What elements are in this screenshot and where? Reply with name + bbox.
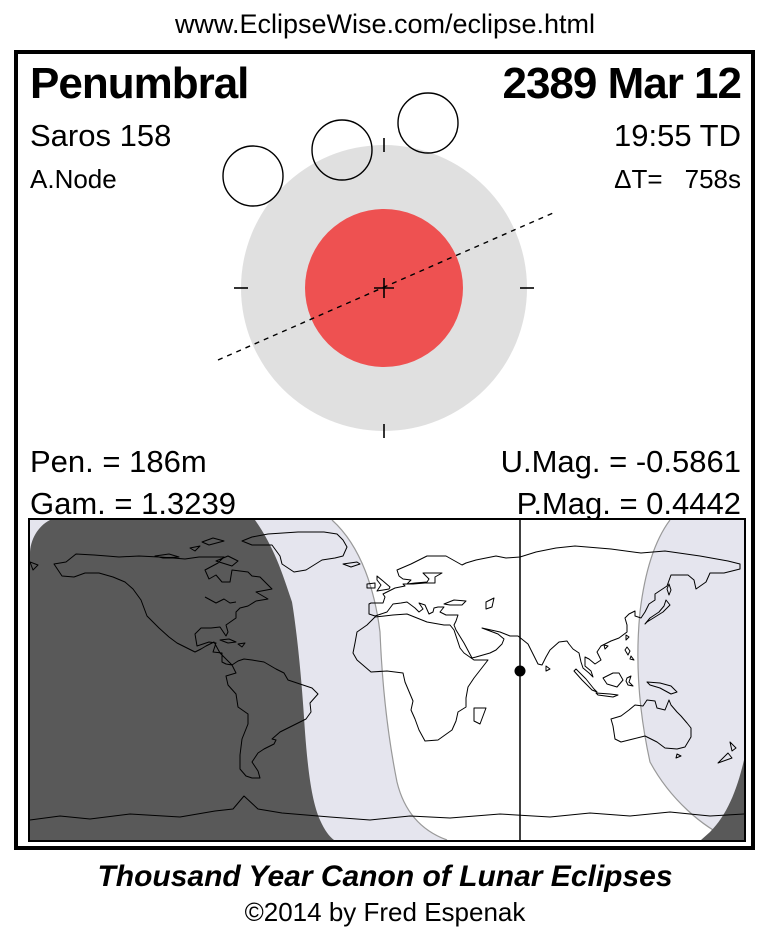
sub-lunar-point-dot: [514, 665, 526, 677]
map-zone-boundary-west: [331, 519, 448, 841]
visibility-map-svg: [29, 519, 745, 841]
site-url: www.EclipseWise.com/eclipse.html: [174, 9, 596, 39]
coastline-oceania: [573, 583, 737, 764]
copyright-credit: ©2014 by Fred Espenak: [244, 897, 526, 927]
map-zone-boundary-east: [637, 519, 733, 841]
coastline-lakes-seas: [204, 596, 495, 610]
visibility-map: [28, 518, 746, 842]
moon-circle-first-contact: [222, 145, 284, 207]
moon-circle-greatest: [311, 119, 373, 181]
coastline-antarctica: [29, 795, 745, 821]
penumbral-magnitude-stat: P.Mag. = 0.4442: [516, 486, 741, 521]
cardinal-tick-marks: [234, 138, 534, 438]
canon-title: Thousand Year Canon of Lunar Eclipses: [97, 860, 673, 893]
eclipse-shadow-diagram: [217, 92, 554, 438]
eclipse-card: Penumbral 2389 Mar 12 Saros 158 19:55 TD…: [14, 50, 755, 850]
coastlines: [29, 531, 745, 821]
coastline-eurasia-africa: [29, 545, 741, 742]
gamma-stat: Gam. = 1.3239: [30, 486, 236, 521]
ecliptic-dashed-line: [217, 212, 554, 361]
moon-circle-last-contact: [397, 92, 459, 154]
coastline-americas: [53, 531, 348, 779]
map-not-visible-zone-east: [701, 760, 744, 840]
stats-row-2: Gam. = 1.3239 P.Mag. = 0.4442: [30, 488, 741, 519]
shadow-center-cross: [374, 278, 394, 298]
map-not-visible-zone-west: [30, 520, 334, 840]
map-visible-zone: [332, 520, 732, 840]
